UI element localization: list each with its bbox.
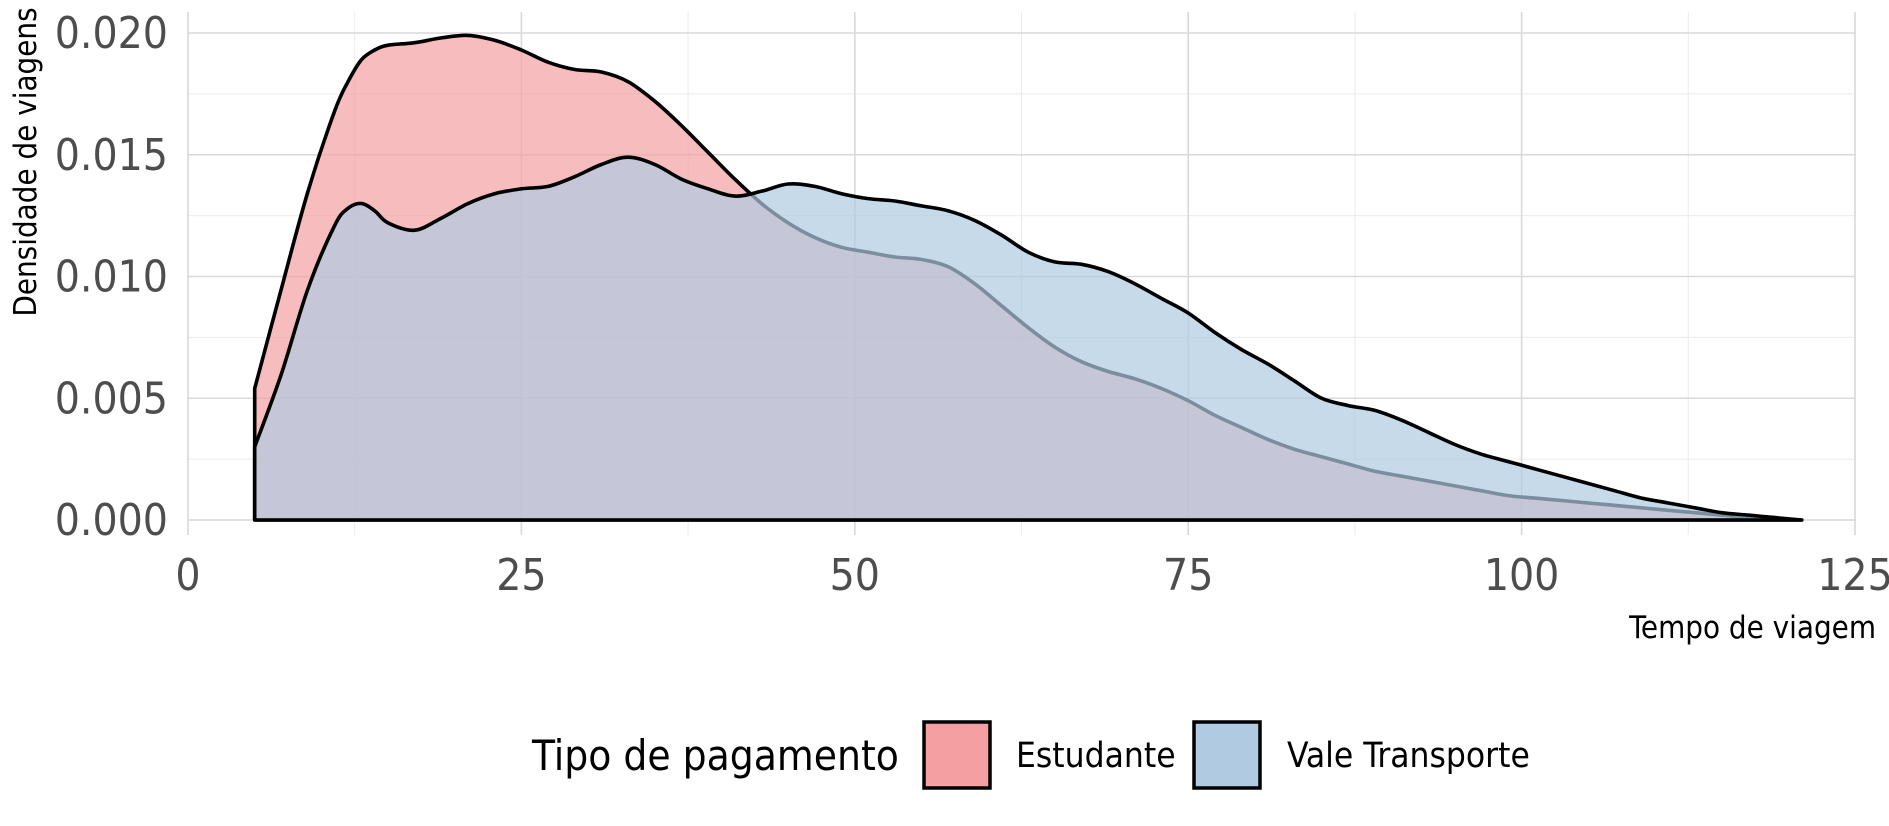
y-tick-label: 0.010 (55, 252, 168, 303)
legend-title: Tipo de pagamento (531, 731, 899, 780)
x-tick-label: 75 (1163, 550, 1213, 601)
y-tick-label: 0.000 (55, 495, 168, 546)
y-tick-labels: 0.000 0.005 0.010 0.015 0.020 (55, 8, 168, 546)
y-tick-label: 0.015 (55, 130, 168, 181)
legend-label-estudante: Estudante (1016, 736, 1176, 776)
density-area-vale-transporte (252, 155, 1804, 522)
x-tick-label: 25 (496, 550, 546, 601)
x-tick-labels: 0 25 50 75 100 125 (175, 550, 1889, 601)
legend-key-vale-transporte (1192, 720, 1262, 790)
y-axis-title: Densidade de viagens (8, 7, 44, 316)
legend-label-vale-transporte: Vale Transporte (1287, 736, 1530, 776)
y-tick-label: 0.005 (55, 373, 168, 424)
x-axis-title: Tempo de viagem (1628, 610, 1876, 646)
x-tick-label: 125 (1817, 550, 1889, 601)
x-tick-label: 0 (175, 550, 200, 601)
x-tick-label: 100 (1484, 550, 1560, 601)
legend-key-estudante (922, 720, 992, 790)
y-tick-label: 0.020 (55, 8, 168, 59)
x-tick-label: 50 (830, 550, 880, 601)
legend: Tipo de pagamento Estudante Vale Transpo… (531, 720, 1530, 790)
density-areas (252, 33, 1804, 522)
